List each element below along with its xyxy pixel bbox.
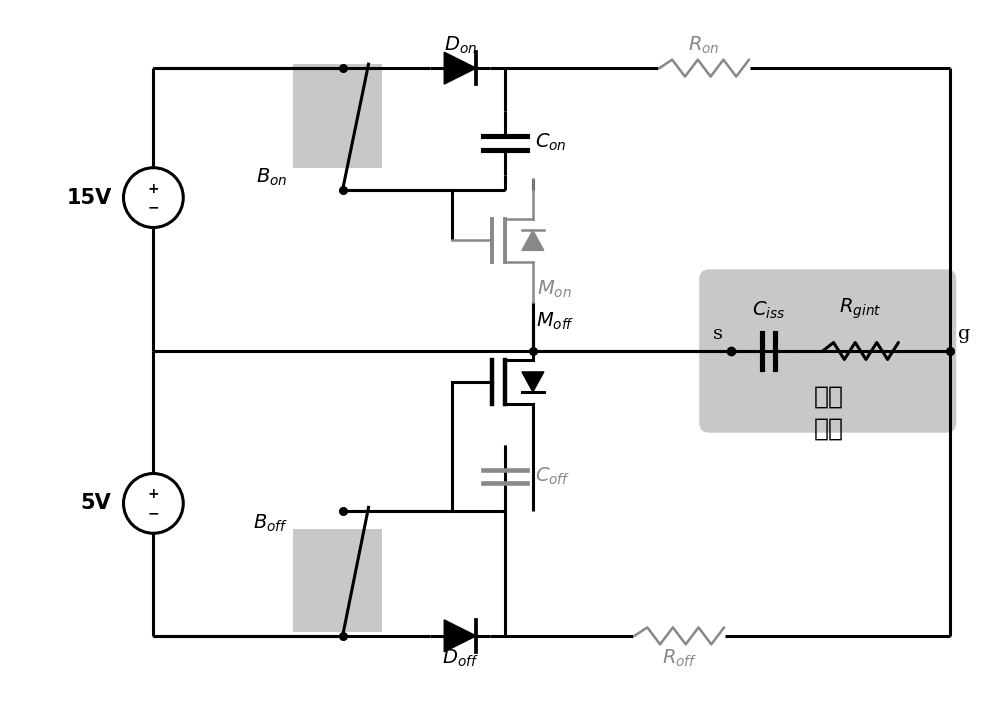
- Text: $M_{on}$: $M_{on}$: [537, 278, 572, 300]
- Text: $B_{off}$: $B_{off}$: [253, 512, 288, 534]
- Polygon shape: [444, 52, 476, 84]
- Text: +: +: [148, 487, 159, 501]
- Text: $R_{gint}$: $R_{gint}$: [839, 297, 882, 321]
- Text: $B_{on}$: $B_{on}$: [256, 167, 288, 188]
- Polygon shape: [522, 230, 544, 251]
- Text: $R_{off}$: $R_{off}$: [662, 648, 697, 669]
- Text: $D_{off}$: $D_{off}$: [442, 648, 479, 669]
- Text: $R_{on}$: $R_{on}$: [688, 35, 720, 56]
- Text: 5V: 5V: [81, 494, 112, 513]
- Text: $C_{on}$: $C_{on}$: [535, 132, 567, 154]
- Text: $C_{iss}$: $C_{iss}$: [752, 300, 786, 321]
- Text: $C_{off}$: $C_{off}$: [535, 466, 570, 487]
- Polygon shape: [522, 372, 544, 392]
- Text: $D_{on}$: $D_{on}$: [444, 35, 477, 56]
- Text: +: +: [148, 182, 159, 196]
- Text: s: s: [713, 325, 723, 343]
- Text: 开关
器件: 开关 器件: [814, 385, 844, 441]
- Bar: [293, 64, 382, 168]
- Text: $M_{off}$: $M_{off}$: [536, 311, 574, 332]
- Polygon shape: [444, 620, 476, 651]
- Text: 15V: 15V: [66, 187, 112, 208]
- Text: −: −: [148, 506, 159, 520]
- Text: −: −: [148, 201, 159, 215]
- FancyBboxPatch shape: [699, 270, 956, 432]
- Bar: [293, 529, 382, 632]
- Text: g: g: [958, 325, 971, 343]
